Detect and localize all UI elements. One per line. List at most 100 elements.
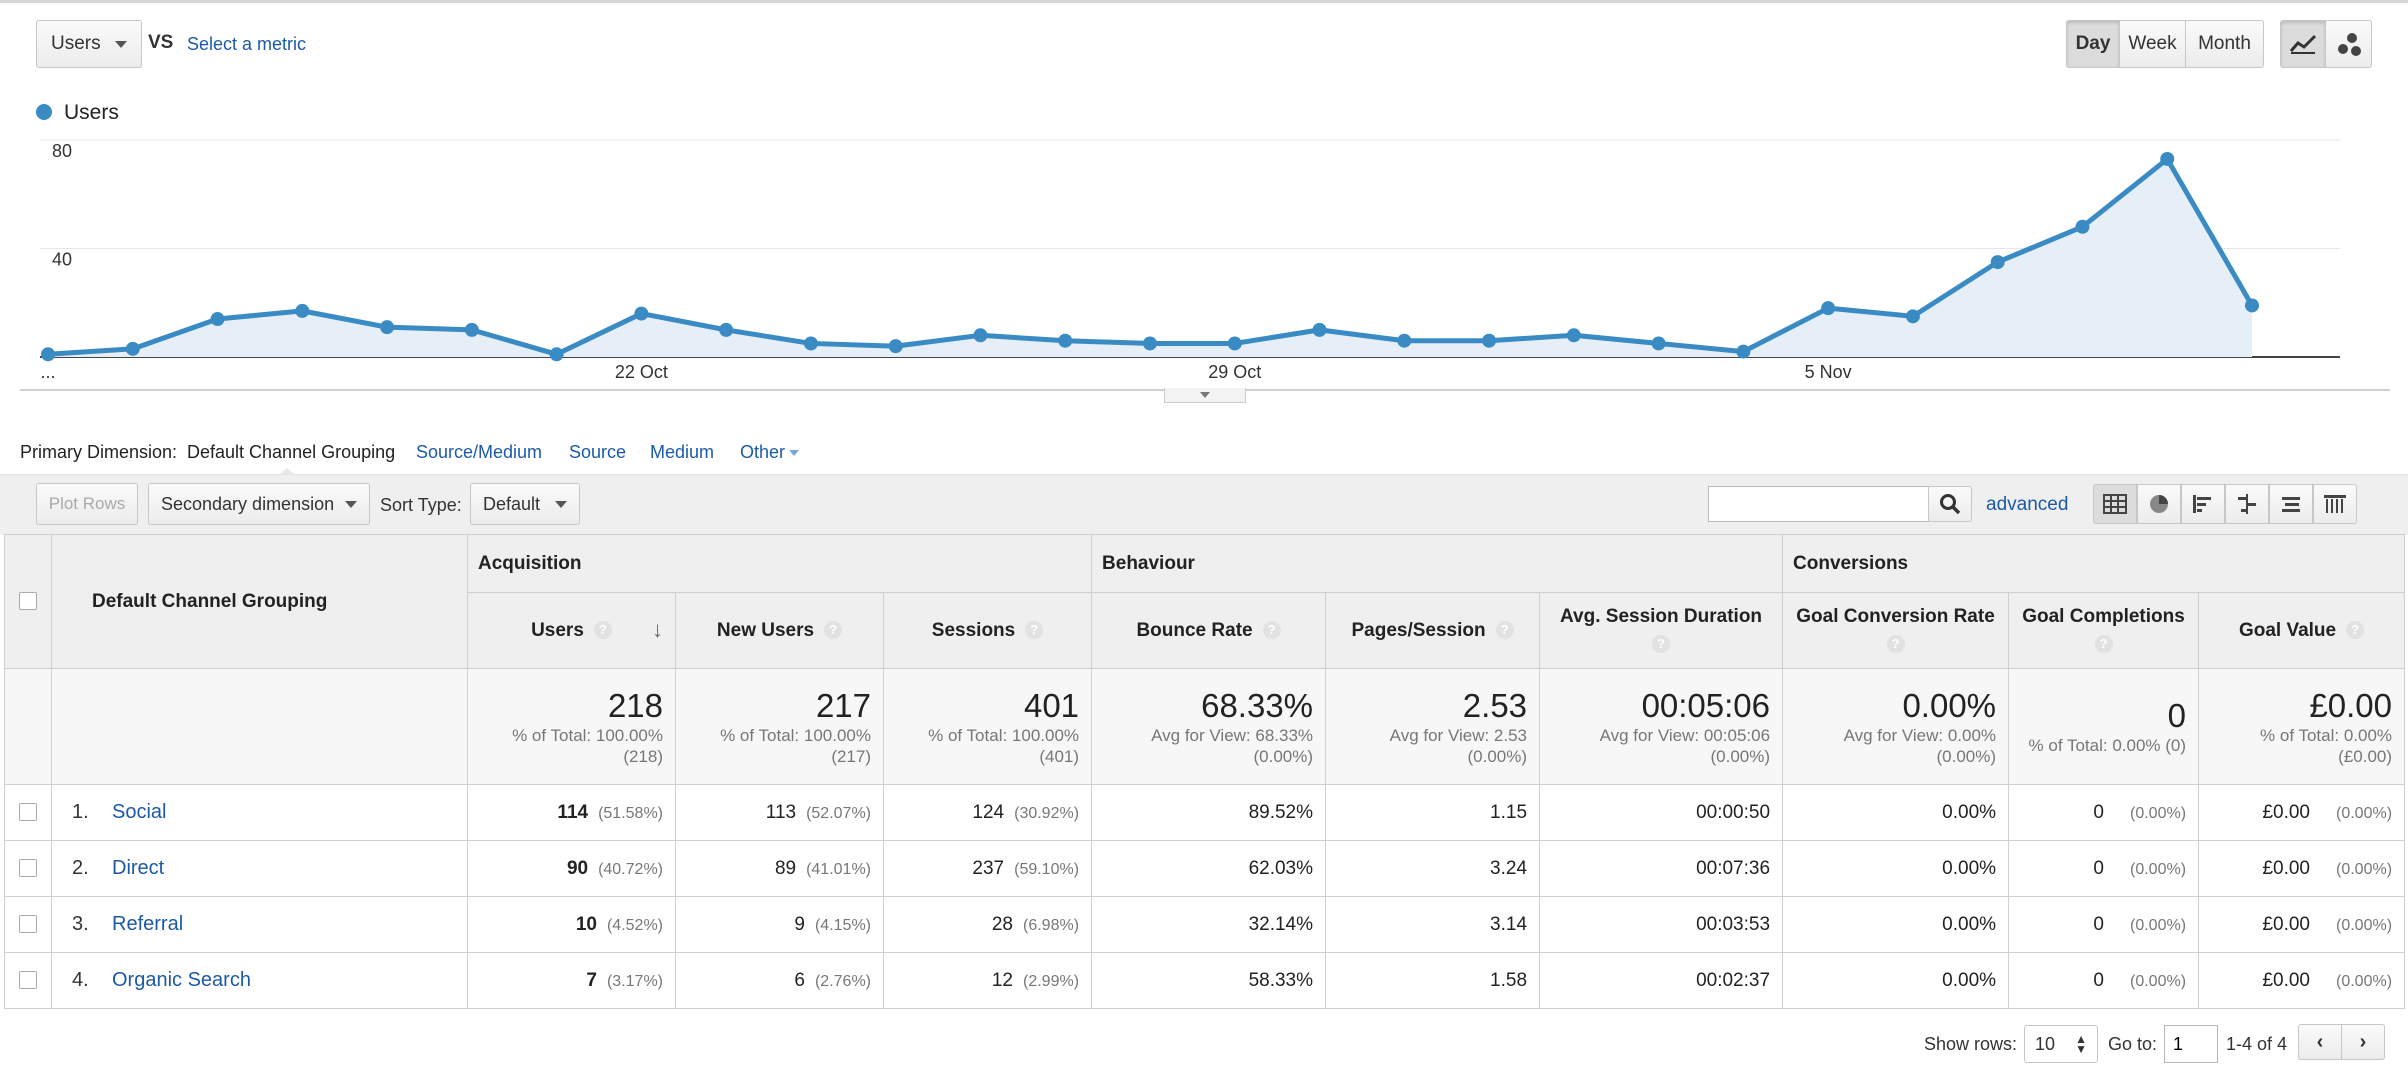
motion-chart-button[interactable] (2326, 20, 2372, 68)
dimension-source-medium[interactable]: Source/Medium (416, 442, 543, 462)
term-cloud-view-button[interactable] (2269, 484, 2313, 524)
col-goal-completions[interactable]: Goal Completions? (2008, 592, 2200, 669)
comparison-view-button[interactable] (2225, 484, 2269, 524)
data-point[interactable] (1821, 301, 1836, 316)
conversion-rate-cell: 0.00% (1782, 784, 2010, 841)
totals-row: 218% of Total: 100.00% (218) 217% of Total… (4, 668, 2406, 785)
data-point[interactable] (1651, 336, 1666, 351)
data-point[interactable] (210, 312, 225, 327)
col-avg-session-duration[interactable]: Avg. Session Duration? (1539, 592, 1784, 669)
col-avg-session-duration-label: Avg. Session Duration (1560, 605, 1763, 627)
row-checkbox[interactable] (19, 859, 37, 878)
users-cell: 114 (51.58%) (467, 784, 676, 841)
data-point[interactable] (549, 347, 564, 362)
sessions-cell: 124 (30.92%) (882, 784, 1093, 841)
data-point[interactable] (634, 306, 649, 321)
total-subtext: Avg for View: 0.00% (1843, 725, 1997, 745)
data-point[interactable] (1905, 309, 1920, 324)
data-point[interactable] (41, 347, 55, 362)
col-users[interactable]: Users? ↓ (467, 592, 676, 669)
table-row: 2. Direct 90 (40.72%) 89 (41.01%) 237 (59.10%) 6… (4, 840, 2406, 897)
x-tick-label: 29 Oct (1208, 362, 1261, 382)
data-point[interactable] (1736, 344, 1751, 359)
col-pages-session[interactable]: Pages/Session? (1325, 592, 1541, 669)
help-icon[interactable]: ? (824, 621, 843, 640)
metric-select[interactable]: Users (36, 20, 142, 68)
performance-view-button[interactable] (2181, 484, 2225, 524)
help-icon[interactable]: ? (2346, 621, 2365, 640)
row-dimension-link[interactable]: Direct (112, 857, 165, 879)
data-point[interactable] (125, 341, 140, 356)
sort-type-select[interactable]: Default (470, 483, 580, 525)
legend-label: Users (64, 101, 119, 124)
col-new-users[interactable]: New Users? (675, 592, 884, 669)
data-point[interactable] (464, 322, 479, 337)
help-icon[interactable]: ? (1262, 621, 1281, 640)
help-icon[interactable]: ? (2094, 635, 2113, 654)
data-point[interactable] (2245, 298, 2259, 313)
period-day-button[interactable]: Day (2066, 20, 2120, 68)
row-checkbox[interactable] (19, 803, 37, 822)
plot-rows-button[interactable]: Plot Rows (36, 483, 138, 525)
total-users: 218% of Total: 100.00% (218) (467, 668, 676, 785)
select-metric-link[interactable]: Select a metric (187, 34, 307, 54)
data-point[interactable] (1312, 322, 1327, 337)
show-rows-select[interactable]: 10 ▲ ▼ (2024, 1025, 2098, 1063)
pie-view-button[interactable] (2137, 484, 2181, 524)
secondary-dimension-label: Secondary dimension (161, 493, 335, 514)
advanced-link[interactable]: advanced (1986, 494, 2069, 515)
data-point[interactable] (1058, 333, 1073, 348)
data-point[interactable] (1397, 333, 1412, 348)
secondary-dimension-select[interactable]: Secondary dimension (148, 483, 370, 525)
col-sessions[interactable]: Sessions? (882, 592, 1093, 669)
data-point[interactable] (1990, 255, 2005, 270)
col-goal-value[interactable]: Goal Value? (2198, 592, 2406, 669)
data-point[interactable] (380, 320, 395, 335)
goal-value-percent: (0.00%) (2336, 804, 2393, 822)
search-button[interactable] (1928, 486, 1972, 522)
col-goal-conversion-rate[interactable]: Goal Conversion Rate? (1782, 592, 2010, 669)
select-all-checkbox[interactable] (19, 592, 37, 611)
help-icon[interactable]: ? (1652, 635, 1671, 654)
dimension-other[interactable]: Other (740, 442, 800, 463)
duration-value: 00:02:37 (1696, 969, 1771, 991)
next-page-button[interactable]: › (2341, 1024, 2385, 1060)
period-week-button[interactable]: Week (2120, 20, 2186, 68)
data-point[interactable] (1482, 333, 1497, 348)
pivot-view-button[interactable] (2313, 484, 2357, 524)
data-point[interactable] (2075, 219, 2090, 234)
data-point[interactable] (2160, 151, 2175, 166)
data-table-view-button[interactable] (2093, 484, 2137, 524)
chart-collapse-handle[interactable] (1164, 388, 1246, 403)
data-point[interactable] (719, 322, 734, 337)
row-dimension-link[interactable]: Organic Search (112, 969, 251, 991)
data-point[interactable] (888, 339, 903, 354)
dimension-cell: 4. Organic Search (51, 952, 468, 1009)
data-point[interactable] (1143, 336, 1157, 351)
row-checkbox[interactable] (19, 915, 37, 934)
prev-page-button[interactable]: ‹ (2298, 1024, 2342, 1060)
dimension-medium[interactable]: Medium (650, 442, 715, 462)
data-point[interactable] (973, 328, 988, 343)
col-bounce-rate[interactable]: Bounce Rate? (1091, 592, 1327, 669)
data-point[interactable] (1227, 336, 1242, 351)
period-month-button[interactable]: Month (2186, 20, 2264, 68)
row-dimension-link[interactable]: Referral (112, 913, 184, 935)
dimension-source[interactable]: Source (569, 442, 627, 462)
data-point[interactable] (803, 336, 818, 351)
goto-input[interactable] (2164, 1025, 2218, 1063)
new-users-value: 89 (774, 857, 797, 879)
help-icon[interactable]: ? (1886, 635, 1905, 654)
row-dimension-link[interactable]: Social (112, 801, 167, 823)
help-icon[interactable]: ? (1495, 621, 1514, 640)
sessions-percent: (30.92%) (1014, 804, 1080, 822)
table-search-input[interactable] (1708, 486, 1930, 522)
help-icon[interactable]: ? (593, 621, 612, 640)
data-point[interactable] (295, 303, 310, 318)
row-checkbox[interactable] (19, 971, 37, 990)
help-icon[interactable]: ? (1025, 621, 1044, 640)
dimension-other-label: Other (740, 442, 786, 462)
line-chart-button[interactable] (2280, 20, 2326, 68)
pages-session-cell: 3.14 (1325, 896, 1541, 953)
data-point[interactable] (1566, 328, 1581, 343)
